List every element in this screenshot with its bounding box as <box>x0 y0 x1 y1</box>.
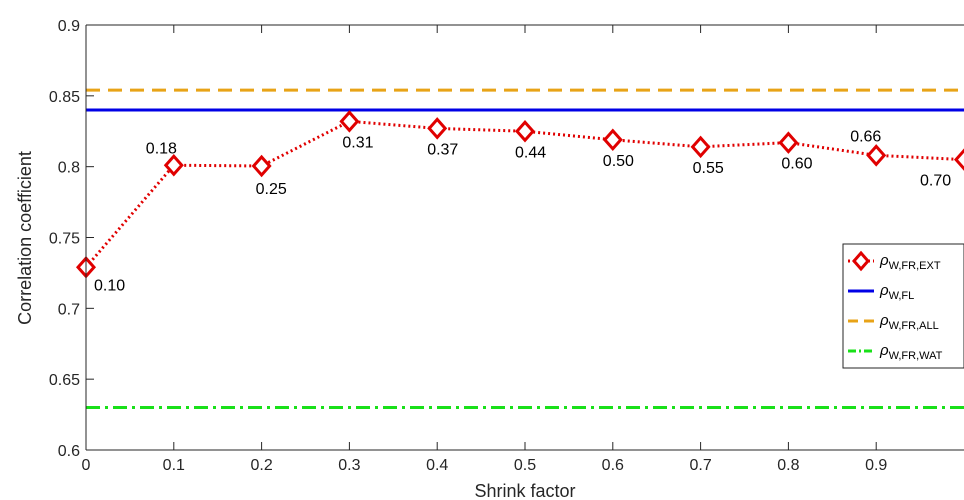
y-tick-label: 0.9 <box>58 18 80 35</box>
y-tick-label: 0.75 <box>49 231 80 248</box>
x-tick-label: 0.4 <box>426 457 448 474</box>
legend-entry-3: ρW,FR,ALL <box>879 312 939 332</box>
x-tick-label: 0.7 <box>689 457 711 474</box>
data-point-marker <box>778 131 799 154</box>
x-tick-label: 0.8 <box>777 457 799 474</box>
data-label: 0.37 <box>427 141 458 158</box>
legend-entry-1: ρW,FR,EXT <box>879 252 941 272</box>
y-tick-label: 0.6 <box>58 443 80 460</box>
legend-entry-4: ρW,FR,WAT <box>879 342 943 362</box>
data-label: 0.25 <box>256 181 287 198</box>
data-point-marker <box>427 117 448 140</box>
legend: ρW,FR,EXT ρW,FL ρW,FR,ALL ρW,FR,WAT <box>842 243 964 369</box>
data-label: 0.10 <box>94 277 125 294</box>
data-point-marker <box>953 148 964 171</box>
legend-entry-2: ρW,FL <box>879 282 914 302</box>
data-point-marker <box>514 119 536 143</box>
data-labels-layer: 0.10 0.18 0.25 0.31 0.37 0.44 0.50 0.55 0.60 0.66… <box>94 128 951 294</box>
y-tick-label: 0.8 <box>58 160 80 177</box>
y-tick-label: 0.7 <box>58 301 80 318</box>
x-tick-label: 0.6 <box>602 457 624 474</box>
plot-area <box>86 25 964 450</box>
data-label: 0.66 <box>850 128 881 145</box>
data-label: 0.55 <box>693 160 724 177</box>
data-label: 0.31 <box>342 134 373 151</box>
data-point-marker <box>602 128 623 152</box>
data-point-marker <box>866 144 887 167</box>
data-point-marker <box>339 110 360 133</box>
x-tick-label: 0.2 <box>250 457 272 474</box>
y-axis-label: Correlation coefficient <box>15 151 35 325</box>
data-point-marker <box>251 154 272 178</box>
x-tick-label: 0.1 <box>163 457 185 474</box>
y-tick-label: 0.65 <box>49 372 80 389</box>
x-tick-label: 0.3 <box>338 457 360 474</box>
x-tick-label: 0.5 <box>514 457 536 474</box>
data-label: 0.18 <box>146 140 177 157</box>
data-point-marker <box>163 153 184 177</box>
x-tick-label: 0.9 <box>865 457 887 474</box>
legend-marker <box>852 250 870 272</box>
data-point-marker <box>690 135 711 159</box>
axes-layer: 0 0.1 0.2 0.3 0.4 0.5 0.6 0.7 0.8 0.9 0.6 0.65 0.7 0.… <box>49 18 964 474</box>
data-label: 0.60 <box>781 156 812 173</box>
data-label: 0.50 <box>603 153 634 170</box>
data-label: 0.44 <box>515 144 546 161</box>
y-tick-label: 0.85 <box>49 89 80 106</box>
data-label: 0.70 <box>920 173 951 190</box>
x-tick-label: 0 <box>82 457 91 474</box>
x-axis-label: Shrink factor <box>474 481 575 500</box>
